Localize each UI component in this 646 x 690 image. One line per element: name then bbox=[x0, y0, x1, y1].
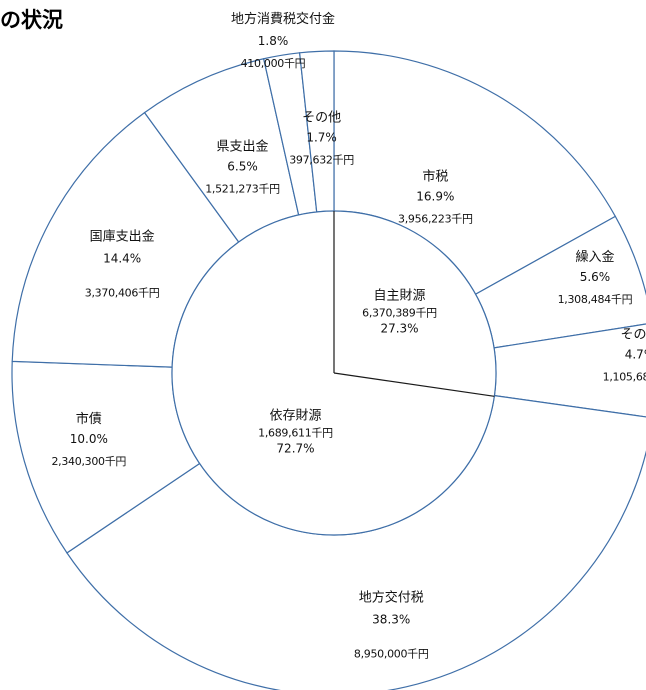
slice-amount: 6,370,389千円 bbox=[362, 307, 437, 320]
outer-label-1: 繰入金 5.6% 1,308,484千円 bbox=[558, 249, 633, 306]
slice-amount: 8,950,000千円 bbox=[354, 647, 429, 660]
chart-labels: 市税16.9%3,956,223千円繰入金5.6%1,308,484千円その他4… bbox=[51, 11, 646, 660]
slice-percent: 6.5% bbox=[227, 160, 258, 174]
inner-ring bbox=[171, 210, 497, 536]
slice-percent: 16.9% bbox=[416, 190, 454, 204]
outer-label-3: 地方交付税 38.3% 8,950,000千円 bbox=[354, 589, 429, 660]
outer-label-7: 地方消費税交付金 1.8% 410,000千円 bbox=[231, 11, 335, 70]
slice-name: 自主財源 bbox=[373, 289, 425, 304]
outer-label-5: 国庫支出金 14.4% 3,370,406千円 bbox=[85, 228, 160, 299]
slice-amount: 3,370,406千円 bbox=[85, 286, 160, 299]
slice-name: 市債 bbox=[76, 411, 102, 427]
slice-percent: 10.0% bbox=[70, 432, 108, 446]
outer-label-8: その他 1.7% 397,632千円 bbox=[289, 110, 354, 166]
outer-label-6: 県支出金 6.5% 1,521,273千円 bbox=[205, 139, 280, 196]
slice-name: 地方交付税 bbox=[359, 589, 424, 605]
slice-name: 繰入金 bbox=[575, 249, 614, 265]
slice-percent: 14.4% bbox=[103, 251, 141, 265]
slice-percent: 72.7% bbox=[276, 441, 314, 455]
slice-name: その他 bbox=[302, 110, 341, 125]
slice-amount: 1,689,611千円 bbox=[258, 426, 333, 439]
slice-name: 県支出金 bbox=[217, 139, 269, 155]
inner-slice-1 bbox=[172, 211, 495, 536]
inner-divider-1 bbox=[333, 372, 495, 397]
slice-percent: 1.7% bbox=[306, 130, 337, 144]
inner-slice-0 bbox=[334, 211, 496, 397]
slice-amount: 410,000千円 bbox=[241, 57, 306, 70]
slice-amount: 1,521,273千円 bbox=[205, 183, 280, 196]
slice-name: 市税 bbox=[422, 169, 448, 185]
chart-title: の状況 bbox=[0, 8, 63, 32]
slice-percent: 4.7% bbox=[625, 348, 646, 362]
slice-name: 依存財源 bbox=[269, 408, 321, 423]
slice-name: 地方消費税交付金 bbox=[231, 11, 335, 27]
outer-label-2: その他 4.7% 1,105,682千円 bbox=[603, 328, 646, 384]
inner-label-1: 依存財源 1,689,611千円 72.7% bbox=[258, 408, 333, 455]
outer-label-0: 市税 16.9% 3,956,223千円 bbox=[398, 169, 473, 226]
slice-name: 国庫支出金 bbox=[90, 228, 155, 244]
slice-amount: 3,956,223千円 bbox=[398, 213, 473, 226]
slice-percent: 1.8% bbox=[258, 34, 289, 48]
slice-percent: 38.3% bbox=[372, 612, 410, 626]
slice-amount: 1,105,682千円 bbox=[603, 371, 646, 384]
slice-amount: 2,340,300千円 bbox=[51, 455, 126, 468]
inner-label-0: 自主財源 6,370,389千円 27.3% bbox=[362, 289, 437, 336]
slice-name: その他 bbox=[620, 328, 646, 343]
slice-amount: 397,632千円 bbox=[289, 153, 354, 166]
outer-label-4: 市債 10.0% 2,340,300千円 bbox=[51, 411, 126, 468]
slice-percent: 27.3% bbox=[380, 322, 418, 336]
slice-percent: 5.6% bbox=[580, 270, 611, 284]
slice-amount: 1,308,484千円 bbox=[558, 293, 633, 306]
